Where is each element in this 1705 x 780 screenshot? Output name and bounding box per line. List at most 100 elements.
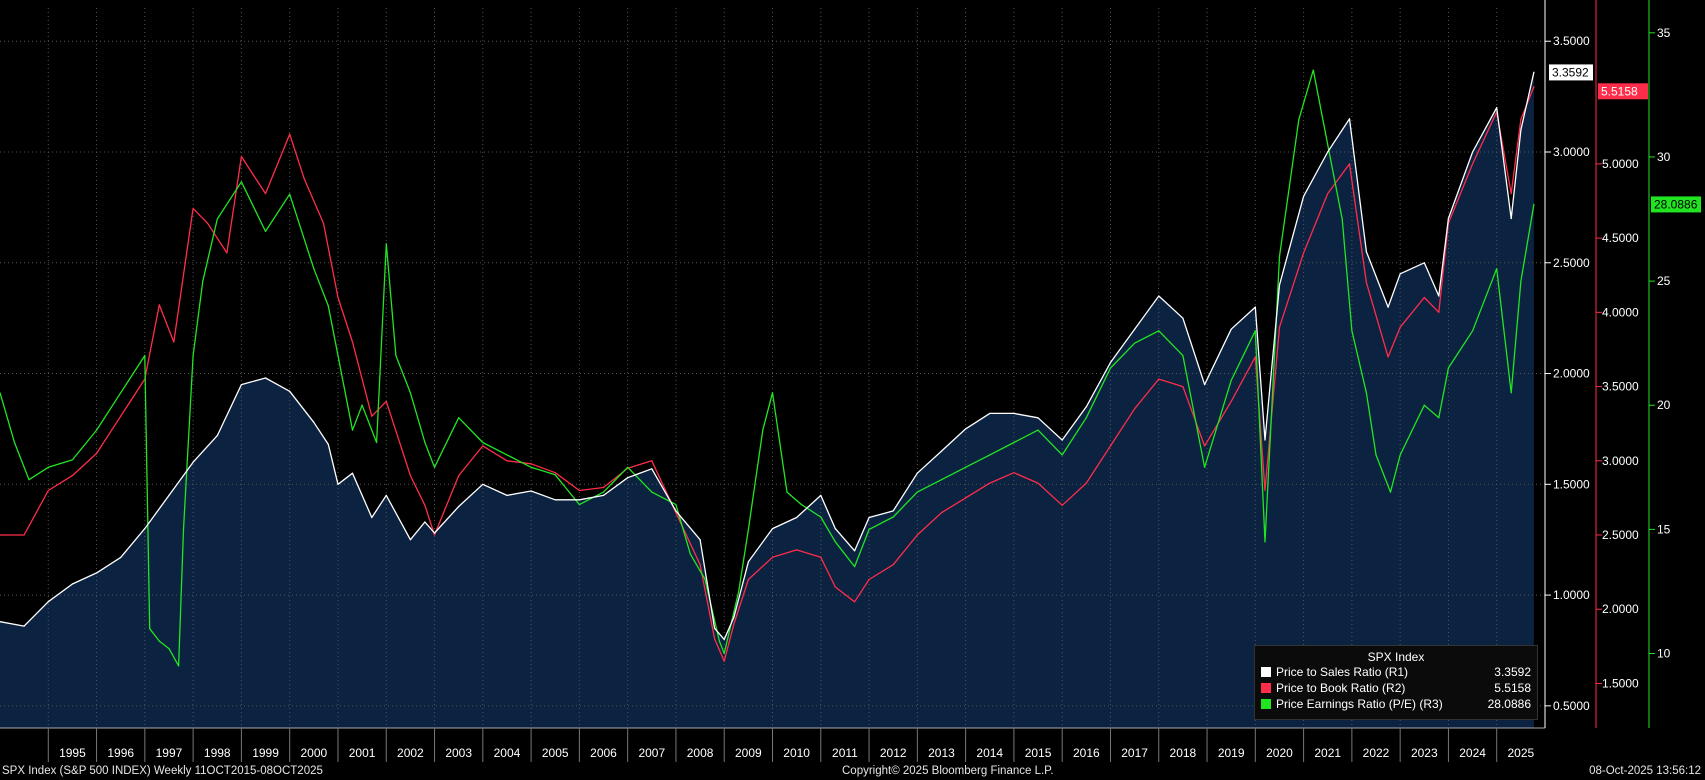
data-point bbox=[433, 534, 436, 536]
year-tick-label: 2020 bbox=[1266, 746, 1293, 760]
data-point bbox=[554, 474, 556, 476]
data-point bbox=[506, 454, 508, 456]
data-point bbox=[602, 491, 605, 493]
legend-swatch-white bbox=[1261, 667, 1271, 677]
data-point bbox=[1447, 217, 1449, 220]
legend-swatch-green bbox=[1261, 699, 1271, 709]
data-point bbox=[120, 392, 122, 394]
data-point bbox=[192, 461, 194, 463]
data-point bbox=[1327, 193, 1329, 195]
axis-r1: 0.5000 1.0000 1.5000 2.0000 2.5000 3.0000 3.50… bbox=[1544, 0, 1590, 728]
data-point bbox=[289, 133, 291, 135]
legend-title: SPX Index bbox=[1367, 650, 1425, 664]
chart-canvas: 1995 1996 1997 1998 1999 2000 2001 2002 2003 2004… bbox=[0, 0, 1701, 762]
data-point bbox=[458, 475, 460, 477]
data-point bbox=[1158, 330, 1160, 332]
data-point bbox=[1533, 86, 1535, 88]
data-point bbox=[0, 534, 1, 536]
data-point bbox=[989, 412, 991, 414]
data-point bbox=[1264, 439, 1266, 441]
data-point bbox=[1158, 378, 1160, 380]
data-point bbox=[1254, 356, 1256, 358]
data-point bbox=[144, 355, 146, 357]
data-point bbox=[675, 512, 677, 514]
data-point bbox=[868, 516, 870, 519]
axis-tick-label: 2.0000 bbox=[1602, 602, 1639, 616]
data-point bbox=[1438, 295, 1440, 297]
axis-tick-label: 30 bbox=[1657, 150, 1671, 164]
data-point bbox=[482, 441, 484, 444]
year-tick-label: 2013 bbox=[928, 746, 955, 760]
data-point bbox=[762, 429, 764, 431]
data-point bbox=[361, 404, 363, 406]
axis-tick-label: 3.0000 bbox=[1553, 145, 1590, 159]
data-point bbox=[482, 445, 484, 447]
data-point bbox=[385, 243, 387, 245]
data-point bbox=[1303, 195, 1305, 197]
footer-security-description: SPX Index (S&P 500 INDEX) Weekly 11OCT20… bbox=[2, 765, 323, 777]
data-point bbox=[554, 499, 556, 501]
data-point bbox=[433, 466, 436, 468]
data-point bbox=[1109, 445, 1112, 447]
year-tick-label: 2004 bbox=[494, 746, 521, 760]
legend-value: 28.0886 bbox=[1487, 697, 1531, 711]
axis-tick-label: 15 bbox=[1657, 522, 1671, 536]
axis-tick-label: 3.5000 bbox=[1553, 34, 1590, 48]
axis-tick-label: 1.5000 bbox=[1602, 676, 1639, 690]
data-point bbox=[1037, 429, 1039, 431]
data-point bbox=[1134, 408, 1136, 410]
year-tick-label: 1995 bbox=[59, 746, 86, 760]
data-point bbox=[820, 556, 822, 558]
axis-tick-label: 1.5000 bbox=[1553, 477, 1590, 491]
data-point bbox=[989, 454, 991, 456]
data-point bbox=[1037, 482, 1039, 484]
data-point bbox=[733, 623, 735, 625]
data-point bbox=[747, 578, 750, 581]
data-point bbox=[530, 490, 532, 492]
legend-label: Price to Book Ratio (R2) bbox=[1276, 681, 1406, 695]
data-point bbox=[714, 627, 716, 629]
data-point bbox=[327, 305, 329, 307]
year-tick-label: 2014 bbox=[976, 746, 1003, 760]
data-point bbox=[1182, 386, 1184, 388]
badge-bg bbox=[1549, 64, 1593, 81]
price-to-sales-area bbox=[0, 72, 1534, 728]
legend-swatch-red bbox=[1261, 683, 1271, 693]
axis-tick-label: 5.0000 bbox=[1602, 157, 1639, 171]
data-point bbox=[1264, 489, 1266, 492]
data-point bbox=[409, 539, 411, 541]
data-point bbox=[424, 504, 426, 506]
data-point bbox=[771, 392, 774, 394]
data-point bbox=[714, 638, 716, 640]
data-point bbox=[149, 628, 151, 630]
data-point bbox=[182, 528, 185, 531]
data-point bbox=[327, 443, 329, 445]
axis-tick-label: 10 bbox=[1657, 647, 1671, 661]
year-tick-label: 2003 bbox=[445, 746, 472, 760]
data-point bbox=[747, 561, 750, 563]
data-point bbox=[786, 491, 788, 493]
axis-tick-label: 1.0000 bbox=[1553, 588, 1590, 602]
year-tick-label: 2025 bbox=[1508, 746, 1535, 760]
data-point bbox=[385, 400, 387, 402]
year-tick-label: 2008 bbox=[687, 746, 714, 760]
data-point bbox=[868, 528, 870, 531]
data-point bbox=[675, 510, 677, 512]
data-point bbox=[168, 494, 170, 496]
data-point bbox=[1204, 445, 1206, 447]
data-point bbox=[1510, 392, 1512, 394]
data-point bbox=[1013, 412, 1015, 414]
data-point bbox=[1496, 268, 1498, 270]
data-point bbox=[1472, 330, 1474, 332]
data-point bbox=[738, 590, 740, 593]
data-point bbox=[627, 466, 629, 468]
data-point bbox=[351, 341, 354, 343]
data-point bbox=[771, 528, 774, 530]
year-tick-label: 1998 bbox=[204, 746, 231, 760]
data-point bbox=[264, 230, 267, 232]
data-point bbox=[771, 556, 774, 558]
data-point bbox=[892, 516, 894, 518]
data-point bbox=[733, 616, 735, 618]
data-point bbox=[1341, 218, 1343, 220]
axis-tick-label: 3.5000 bbox=[1602, 380, 1639, 394]
